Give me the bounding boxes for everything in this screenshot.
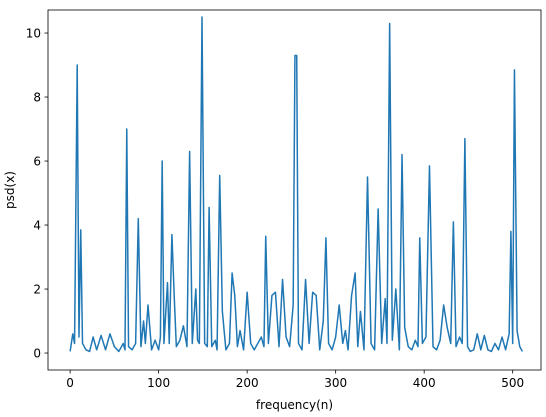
x-tick-label: 0 [66,376,74,390]
x-tick-label: 300 [324,376,347,390]
x-tick-label: 200 [236,376,259,390]
x-tick-label: 400 [413,376,436,390]
line-series [69,16,524,353]
y-tick-label: 8 [33,91,41,105]
y-tick-label: 10 [26,27,41,41]
y-tick-label: 2 [33,283,41,297]
x-axis-label: frequency(n) [256,398,333,412]
x-tick-label: 100 [147,376,170,390]
x-tick-label: 500 [501,376,524,390]
axes-frame [47,9,542,371]
y-tick-label: 0 [33,347,41,361]
y-tick-label: 4 [33,219,41,233]
y-axis-label: psd(x) [3,171,17,209]
y-tick-label: 6 [33,155,41,169]
